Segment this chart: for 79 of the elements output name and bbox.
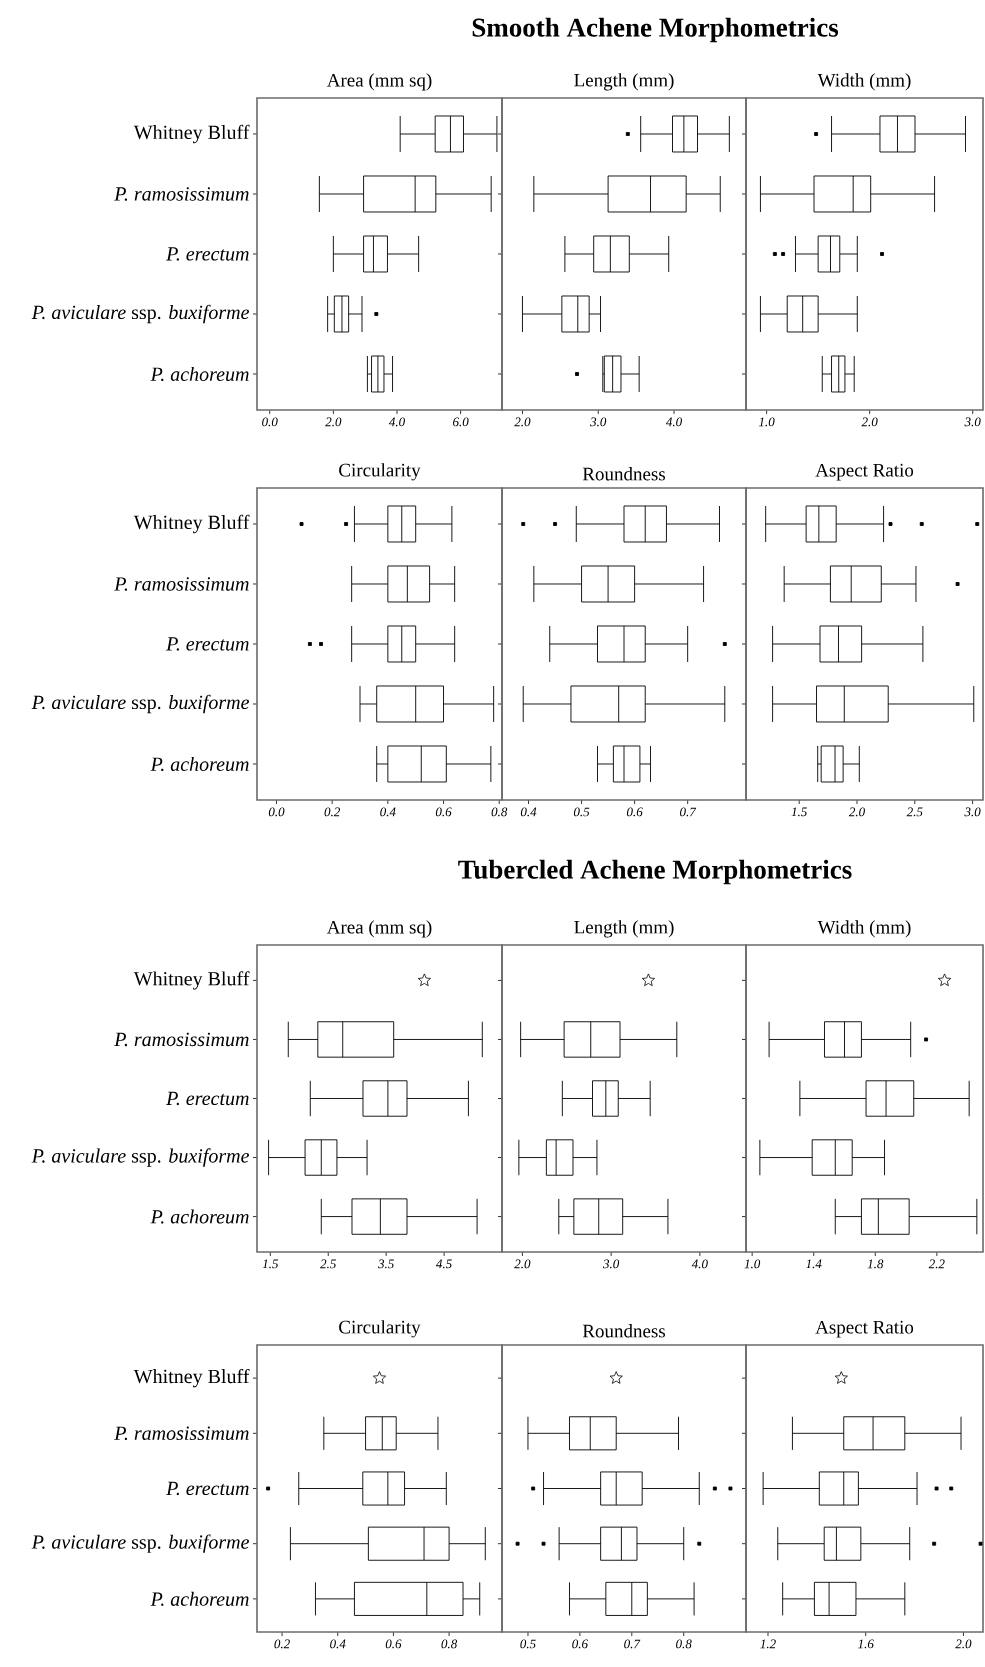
x-tick-label: 3.0 [964, 417, 981, 427]
text: Tubercled Achene Morphometrics [458, 859, 852, 885]
x-tick-label: 6.0 [453, 417, 469, 427]
x-tick-label: 1.5 [791, 807, 807, 817]
y-tick-label: P. achoreum [150, 1209, 249, 1224]
y-tick-label: Whitney Bluff [133, 124, 250, 144]
chart-title: Area (mm sq) [326, 73, 432, 91]
x-tick-label: 4.0 [665, 417, 682, 427]
x-tick-label: 4.0 [388, 417, 405, 427]
x-tick-label: 0.2 [324, 807, 340, 817]
x-tick-label: 2.0 [848, 807, 865, 817]
x-tick-label: 0.7 [680, 807, 697, 817]
x-tick-label: 0.5 [520, 1639, 536, 1649]
x-tick-label: 4.0 [691, 1259, 708, 1269]
x-tick-label: 0.0 [262, 417, 278, 427]
y-tick-label: P. erectum [166, 637, 249, 651]
x-tick-label: 0.7 [624, 1639, 641, 1649]
chart-title: Length (mm) [574, 920, 674, 938]
y-tick-label: P. achoreum [150, 1591, 249, 1606]
x-tick-label: 0.6 [626, 807, 643, 817]
x-tick-label: 3.5 [378, 1259, 394, 1269]
y-tick-label: Whitney Bluff [133, 1368, 250, 1388]
chart-title: Width (mm) [817, 73, 911, 91]
y-tick-label: P. erectum [166, 1481, 249, 1496]
y-tick-label: P. erectum [166, 1091, 249, 1106]
y-tick-label: P. ramosissimum [114, 1426, 249, 1441]
chart-title: Aspect Ratio [815, 463, 914, 481]
chart-title: Roundness [582, 467, 666, 481]
x-tick-label: 1.0 [758, 417, 775, 427]
x-tick-label: 2.5 [906, 807, 923, 817]
x-tick-label: 0.5 [573, 807, 590, 817]
x-tick-label: 2.5 [320, 1259, 336, 1269]
x-tick-label: 0.4 [380, 807, 396, 817]
x-tick-label: 2.0 [325, 417, 342, 427]
x-tick-label: 0.8 [491, 807, 508, 817]
y-tick-label: Whitney Bluff [133, 971, 250, 990]
chart-title: Circularity [339, 463, 421, 481]
x-tick-label: 0.0 [268, 807, 285, 817]
y-tick-label: P. aviculare ssp. buxiforme [31, 304, 250, 324]
x-tick-label: 0.8 [676, 1639, 692, 1649]
x-tick-label: 2.0 [514, 417, 531, 427]
chart-title: Area (mm sq) [326, 920, 432, 938]
y-tick-label: P. erectum [166, 247, 249, 261]
chart-title: Length (mm) [574, 73, 674, 91]
x-tick-label: 0.6 [435, 807, 452, 817]
x-tick-label: 1.5 [262, 1259, 279, 1269]
x-tick-label: 2.0 [861, 417, 878, 427]
y-tick-label: P. ramosissimum [114, 1032, 249, 1047]
y-tick-label: P. achoreum [150, 756, 249, 772]
x-tick-label: 3.0 [603, 1259, 620, 1269]
chart-title: Circularity [339, 1320, 421, 1338]
x-tick-label: 1.0 [744, 1259, 761, 1269]
y-tick-label: P. achoreum [150, 366, 249, 382]
x-tick-label: 1.2 [760, 1639, 776, 1649]
y-tick-label: P. aviculare ssp. buxiforme [31, 694, 250, 714]
chart-title: Roundness [582, 1324, 666, 1338]
x-tick-label: 0.2 [274, 1639, 290, 1649]
y-tick-label: P. aviculare ssp. buxiforme [31, 1534, 250, 1553]
y-tick-label: P. ramosissimum [114, 187, 249, 201]
x-tick-label: 0.6 [572, 1639, 588, 1649]
x-tick-label: 0.4 [330, 1639, 346, 1649]
x-tick-label: 1.4 [806, 1259, 822, 1269]
x-tick-label: 4.5 [435, 1259, 452, 1269]
x-tick-label: 3.0 [964, 807, 981, 817]
y-tick-label: Whitney Bluff [133, 514, 250, 534]
x-tick-label: 3.0 [590, 417, 607, 427]
x-tick-label: 0.8 [441, 1639, 458, 1649]
chart-title: Width (mm) [817, 920, 911, 938]
x-tick-label: 1.6 [858, 1639, 874, 1649]
x-tick-label: 2.0 [514, 1259, 531, 1269]
x-tick-label: 1.8 [867, 1259, 884, 1269]
y-tick-label: P. aviculare ssp. buxiforme [31, 1148, 250, 1167]
chart-title: Aspect Ratio [815, 1320, 914, 1338]
x-tick-label: 0.4 [520, 807, 537, 817]
x-tick-label: 2.2 [928, 1259, 945, 1269]
text: Smooth Achene Morphometrics [472, 17, 839, 43]
y-tick-label: P. ramosissimum [114, 577, 249, 591]
x-tick-label: 0.6 [385, 1639, 402, 1649]
x-tick-label: 2.0 [955, 1639, 972, 1649]
